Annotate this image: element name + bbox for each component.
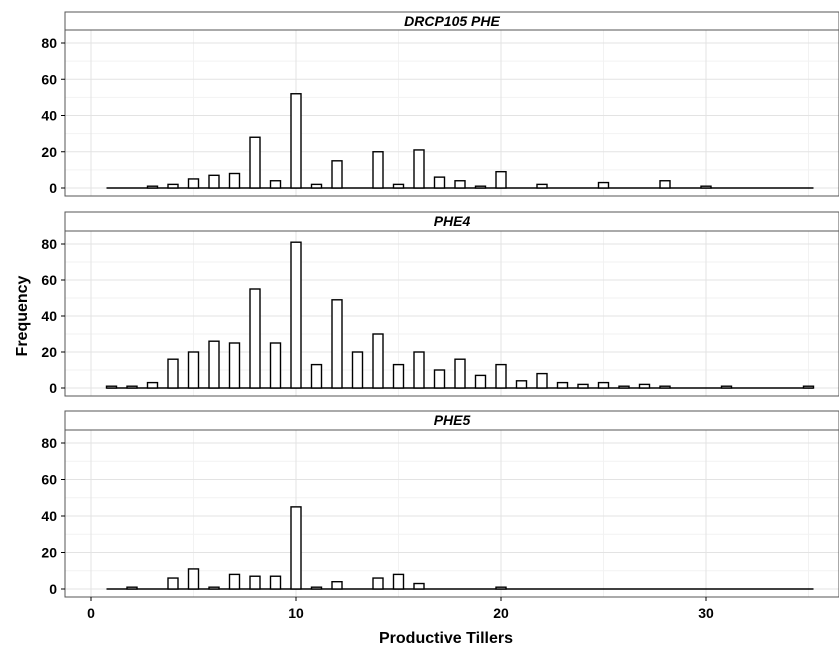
y-tick-label: 0 bbox=[49, 180, 57, 196]
panel-border bbox=[65, 411, 839, 597]
y-tick-label: 40 bbox=[41, 508, 57, 524]
histogram-bar bbox=[189, 569, 199, 589]
histogram-bar bbox=[619, 386, 629, 388]
histogram-bar bbox=[271, 343, 281, 388]
panels-group: DRCP105 PHE 0 20 40 60 80 PHE4 0 20 40 60 80 PHE5 0 20… bbox=[41, 12, 839, 621]
histogram-bar bbox=[455, 359, 465, 388]
histogram-bar bbox=[537, 184, 547, 188]
histogram-bar bbox=[373, 578, 383, 589]
histogram-bar bbox=[394, 574, 404, 589]
histogram-bar bbox=[496, 365, 506, 388]
y-tick-label: 20 bbox=[41, 545, 57, 561]
x-tick-label: 0 bbox=[87, 605, 95, 621]
facet-panel-1: DRCP105 PHE 0 20 40 60 80 bbox=[41, 12, 839, 196]
histogram-bar bbox=[291, 242, 301, 388]
facet-panel-3: PHE5 0 20 40 60 80 bbox=[41, 411, 839, 597]
histogram-bar bbox=[168, 359, 178, 388]
histogram-bar bbox=[127, 587, 137, 589]
histogram-bar bbox=[168, 578, 178, 589]
histogram-bar bbox=[271, 576, 281, 589]
histogram-bar bbox=[209, 587, 219, 589]
histogram-bar bbox=[230, 574, 240, 589]
histogram-bar bbox=[168, 184, 178, 188]
y-tick-label: 80 bbox=[41, 35, 57, 51]
histogram-bar bbox=[394, 365, 404, 388]
histogram-bar bbox=[476, 375, 486, 388]
histogram-bar bbox=[578, 384, 588, 388]
histogram-bar bbox=[353, 352, 363, 388]
x-tick-label: 20 bbox=[493, 605, 509, 621]
histogram-bar bbox=[230, 343, 240, 388]
y-tick-label: 0 bbox=[49, 581, 57, 597]
histogram-bar bbox=[435, 370, 445, 388]
x-tick-label: 10 bbox=[288, 605, 304, 621]
histogram-bar bbox=[312, 184, 322, 188]
histogram-bar bbox=[394, 184, 404, 188]
y-tick-label: 40 bbox=[41, 108, 57, 124]
histogram-bar bbox=[209, 341, 219, 388]
histogram-bar bbox=[332, 300, 342, 388]
y-axis-title: Frequency bbox=[14, 275, 31, 356]
histogram-bar bbox=[701, 186, 711, 188]
histogram-bar bbox=[660, 386, 670, 388]
histogram-bar bbox=[414, 584, 424, 589]
histogram-bar bbox=[250, 137, 260, 188]
histogram-bar bbox=[414, 352, 424, 388]
histogram-bar bbox=[291, 507, 301, 589]
histogram-bar bbox=[476, 186, 486, 188]
y-tick-label: 60 bbox=[41, 272, 57, 288]
y-tick-label: 60 bbox=[41, 71, 57, 87]
histogram-bar bbox=[804, 386, 814, 388]
histogram-bar bbox=[148, 186, 158, 188]
histogram-bar bbox=[517, 381, 527, 388]
histogram-bar bbox=[537, 374, 547, 388]
y-tick-label: 0 bbox=[49, 380, 57, 396]
histogram-bar bbox=[332, 582, 342, 589]
panel-border bbox=[65, 212, 839, 396]
histogram-bar bbox=[496, 587, 506, 589]
histogram-bar bbox=[558, 383, 568, 388]
histogram-bar bbox=[107, 386, 117, 388]
facet-title: DRCP105 PHE bbox=[404, 13, 500, 29]
facet-title: PHE5 bbox=[434, 412, 471, 428]
histogram-bar bbox=[640, 384, 650, 388]
histogram-bar bbox=[189, 179, 199, 188]
histogram-bar bbox=[189, 352, 199, 388]
histogram-bar bbox=[435, 177, 445, 188]
y-tick-label: 80 bbox=[41, 236, 57, 252]
x-axis-title: Productive Tillers bbox=[379, 630, 513, 647]
histogram-bar bbox=[127, 386, 137, 388]
histogram-bar bbox=[312, 365, 322, 388]
facet-panel-2: PHE4 0 20 40 60 80 bbox=[41, 212, 839, 396]
y-tick-label: 40 bbox=[41, 308, 57, 324]
histogram-bar bbox=[414, 150, 424, 188]
y-tick-label: 20 bbox=[41, 144, 57, 160]
panel-border bbox=[65, 12, 839, 196]
x-tick-label: 30 bbox=[698, 605, 714, 621]
histogram-bar bbox=[209, 175, 219, 188]
histogram-bar bbox=[496, 172, 506, 188]
histogram-bar bbox=[660, 181, 670, 188]
histogram-bar bbox=[250, 576, 260, 589]
facet-title: PHE4 bbox=[434, 213, 471, 229]
histogram-bar bbox=[230, 174, 240, 189]
histogram-bar bbox=[291, 94, 301, 188]
histogram-bar bbox=[250, 289, 260, 388]
y-tick-label: 20 bbox=[41, 344, 57, 360]
histogram-bar bbox=[271, 181, 281, 188]
histogram-bar bbox=[455, 181, 465, 188]
histogram-bar bbox=[312, 587, 322, 589]
histogram-bar bbox=[373, 334, 383, 388]
y-tick-label: 60 bbox=[41, 472, 57, 488]
histogram-bar bbox=[599, 183, 609, 188]
histogram-bar bbox=[599, 383, 609, 388]
histogram-bar bbox=[373, 152, 383, 188]
y-tick-label: 80 bbox=[41, 435, 57, 451]
histogram-bar bbox=[148, 383, 158, 388]
histogram-bar bbox=[332, 161, 342, 188]
histogram-bar bbox=[722, 386, 732, 388]
